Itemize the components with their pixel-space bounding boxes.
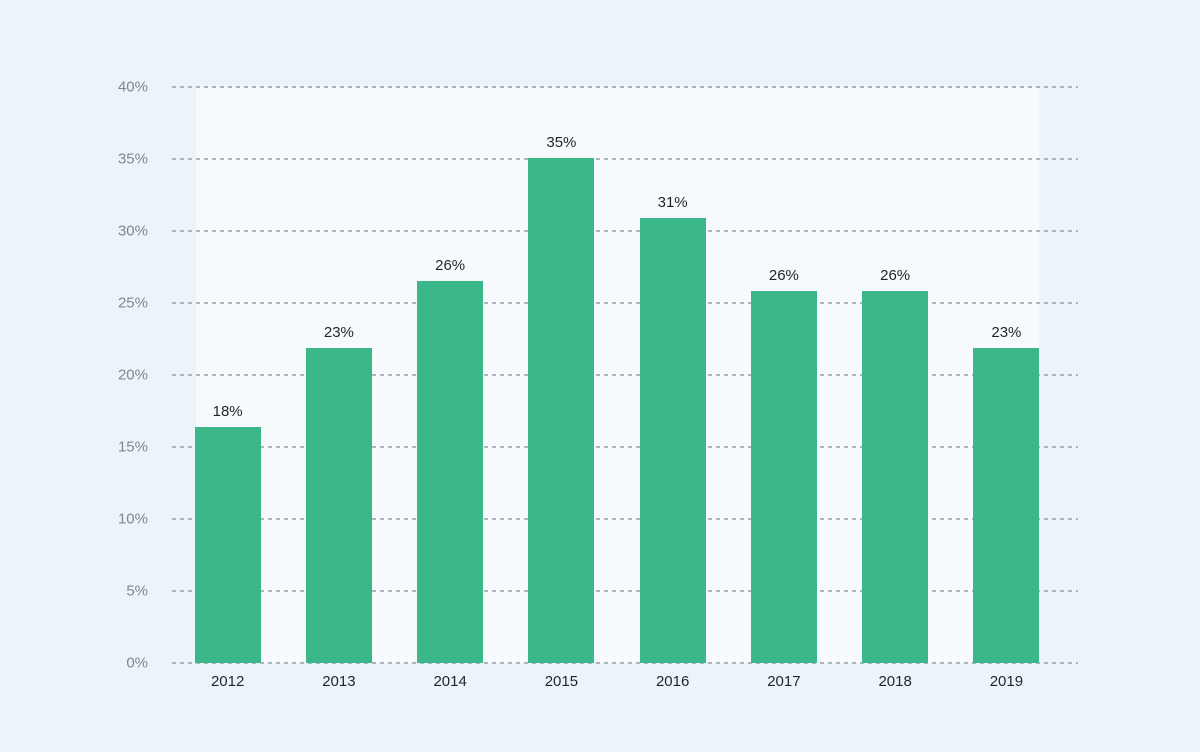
y-axis-tick-label: 0% [126,654,148,672]
bar-value-label: 23% [323,323,354,341]
bar [417,281,484,663]
x-axis-label: 2014 [433,673,467,690]
bar-group: 26% 2018 [840,87,951,689]
bar [639,218,706,663]
gridline [172,302,1078,304]
gridline [172,518,1078,520]
gridline [172,374,1078,376]
y-axis-tick-label: 5% [126,582,148,600]
y-axis-tick-label: 35% [117,150,148,168]
bars-layer: 18% 2012 23% 2013 26% 2014 35% 2015 31% … [172,87,1062,689]
y-axis-tick-label: 20% [117,366,148,384]
x-axis-label: 2016 [655,673,690,690]
bar-value-label: 18% [212,402,243,420]
bar-value-label: 23% [991,323,1022,341]
bar-group: 23% 2019 [951,87,1062,689]
bar [973,347,1040,663]
gridline [172,158,1078,160]
bar-value-label: 26% [768,267,799,285]
plot-area: 18% 2012 23% 2013 26% 2014 35% 2015 31% … [172,86,1078,689]
y-axis: 0% 5% 10% 15% 20% 25% 30% 35% 40% [0,80,148,671]
gridline [172,230,1078,232]
bar-group: 35% 2015 [506,87,617,689]
x-axis-label: 2019 [989,673,1024,690]
bar [305,347,372,663]
x-axis-label: 2017 [767,673,801,690]
bar-group: 31% 2016 [617,87,728,689]
gridline [172,590,1078,592]
bar [194,426,261,663]
bar-value-label: 26% [435,257,466,275]
bar-group: 26% 2014 [395,87,506,689]
bar-group: 23% 2013 [283,87,394,689]
x-axis-label: 2018 [878,673,912,690]
bar-group: 26% 2017 [728,87,839,689]
gridline [172,662,1078,664]
y-axis-tick-label: 25% [117,294,148,312]
x-axis-label: 2013 [322,673,356,690]
y-axis-tick-label: 15% [117,438,148,456]
x-axis-label: 2015 [544,673,579,690]
bar [528,157,595,663]
bar-value-label: 35% [546,133,577,151]
gridline [172,86,1078,88]
gridline [172,446,1078,448]
y-axis-tick-label: 30% [117,222,148,240]
bar-group: 18% 2012 [172,87,283,689]
bar-value-label: 31% [657,194,688,212]
x-axis-label: 2012 [210,673,245,690]
y-axis-tick-label: 10% [117,510,148,528]
y-axis-tick-label: 40% [117,78,148,96]
bar [750,291,817,663]
bar-value-label: 26% [880,267,911,285]
bar [862,291,929,663]
